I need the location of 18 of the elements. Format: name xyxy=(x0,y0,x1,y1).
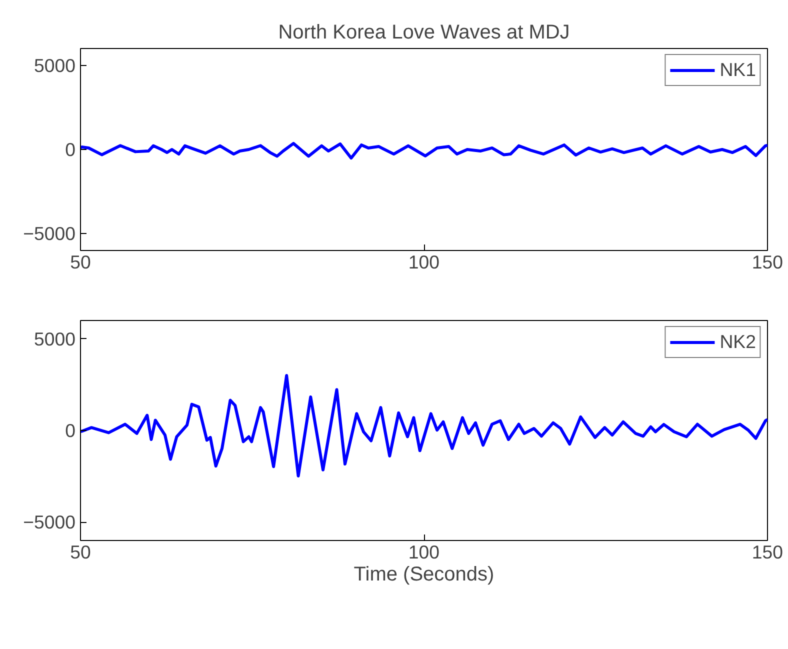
y-tick-label: 5000 xyxy=(34,54,76,76)
chart-title: North Korea Love Waves at MDJ xyxy=(278,22,570,44)
y-tick-label: 0 xyxy=(65,420,76,441)
line-series xyxy=(80,142,768,160)
legend-label: NK2 xyxy=(720,331,756,353)
x-tick-label: 100 xyxy=(408,252,440,272)
x-tick-label: 50 xyxy=(70,252,91,272)
y-tick-label: 5000 xyxy=(34,328,76,350)
x-tick-label: 150 xyxy=(752,252,784,272)
x-tick-label: 100 xyxy=(408,542,440,562)
x-axis-title: Time (Seconds) xyxy=(354,564,494,586)
x-tick-label: 50 xyxy=(70,542,91,562)
y-tick-label: −5000 xyxy=(23,512,76,533)
line-series xyxy=(80,374,768,478)
y-tick-label: 0 xyxy=(65,139,76,160)
y-tick-label: −5000 xyxy=(23,223,76,244)
x-tick-label: 150 xyxy=(752,542,784,562)
legend-label: NK1 xyxy=(720,59,756,81)
